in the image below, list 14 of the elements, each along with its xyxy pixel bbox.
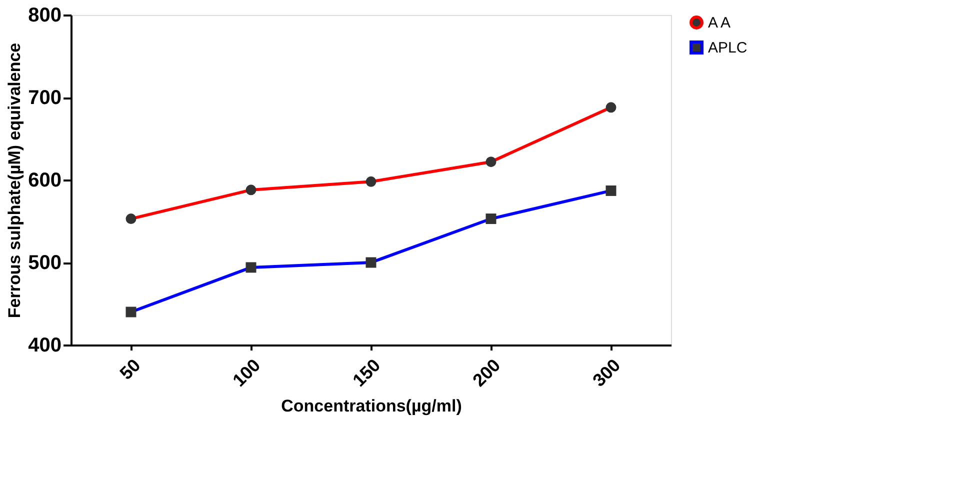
y-axis-title: Ferrous sulphate(µM) equivalence (5, 42, 24, 318)
x-tick-label: 150 (348, 355, 384, 390)
x-tick-label: 200 (468, 355, 504, 390)
y-tick-label: 800 (28, 4, 62, 26)
y-tick-label: 500 (28, 252, 62, 274)
x-axis-title: Concentrations(µg/ml) (281, 396, 462, 416)
y-tick-label: 600 (28, 170, 62, 192)
y-tick-label: 400 (28, 334, 62, 356)
legend-label: APLC (708, 40, 748, 56)
legend-label: A A (708, 14, 731, 32)
y-tick-label: 700 (28, 87, 62, 109)
x-tick-label: 300 (588, 355, 624, 390)
x-tick-label: 50 (116, 355, 144, 384)
x-tick-label: 100 (228, 355, 264, 390)
